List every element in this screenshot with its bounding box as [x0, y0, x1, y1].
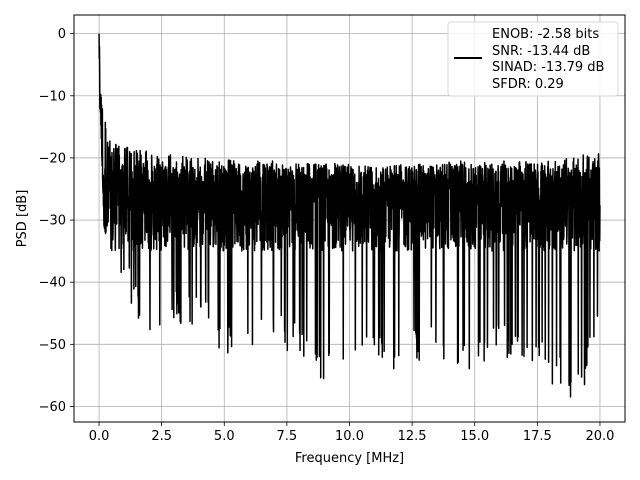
x-tick-label: 5.0 — [214, 429, 235, 444]
legend-line-sfdr: SFDR: 0.29 — [492, 77, 564, 92]
legend-line-sinad: SINAD: -13.79 dB — [492, 60, 604, 75]
y-tick-label: −40 — [39, 276, 66, 291]
y-tick-label: −50 — [39, 338, 66, 353]
legend-line-enob: ENOB: -2.58 bits — [492, 27, 599, 42]
x-tick-label: 17.5 — [523, 429, 552, 444]
x-tick-label: 20.0 — [585, 429, 614, 444]
x-tick-label: 7.5 — [277, 429, 298, 444]
x-tick-label: 12.5 — [398, 429, 427, 444]
x-tick-label: 10.0 — [335, 429, 364, 444]
y-tick-label: −60 — [39, 400, 66, 415]
x-tick-label: 0.0 — [89, 429, 110, 444]
y-tick-label: −20 — [39, 151, 66, 166]
y-tick-label: 0 — [58, 27, 66, 42]
psd-series-line — [98, 33, 601, 398]
axis-ticks: 0.0 2.5 5.0 7.5 10.0 12.5 15.0 17.5 20.0 0 −10 −20 −… — [39, 27, 615, 444]
y-tick-label: −10 — [39, 89, 66, 104]
y-tick-label: −30 — [39, 214, 66, 229]
series-layer — [98, 33, 601, 398]
x-tick-label: 2.5 — [151, 429, 172, 444]
legend: ENOB: -2.58 bits SNR: -13.44 dB SINAD: -… — [447, 21, 619, 97]
legend-line-snr: SNR: -13.44 dB — [492, 44, 590, 59]
y-axis-label: PSD [dB] — [15, 190, 30, 248]
x-tick-label: 15.0 — [460, 429, 489, 444]
x-axis-label: Frequency [MHz] — [295, 451, 404, 466]
legend-box — [447, 21, 619, 97]
